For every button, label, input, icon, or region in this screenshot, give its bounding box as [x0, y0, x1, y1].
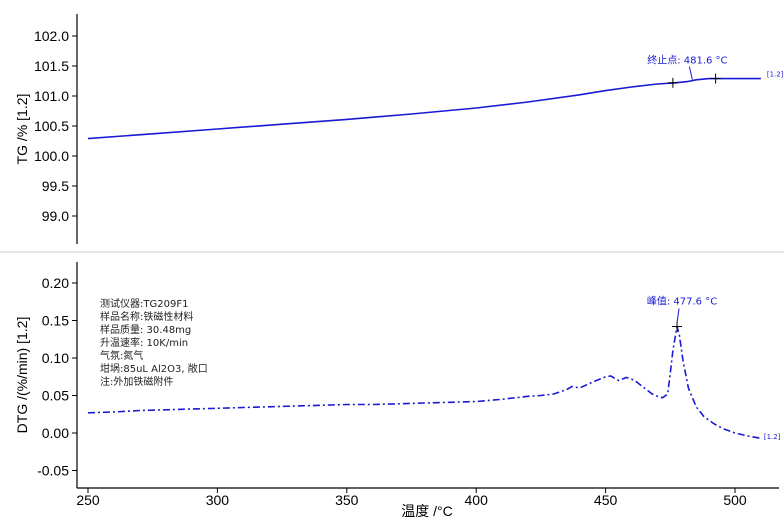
dtg-curve — [87, 326, 762, 440]
tg-y-axis-title: TG /% [1.2] — [14, 94, 30, 165]
tg-y-ticks: 102.0 101.5 101.0 100.5 100.0 99.5 99.0 — [34, 28, 77, 224]
tg-panel: 102.0 101.5 101.0 100.5 100.0 99.5 99.0 TG /% … — [14, 14, 784, 244]
dtg-panel: 0.20 0.15 0.10 0.05 0.00 -0.05 250 300 350 400 45… — [14, 262, 781, 519]
info-line-note: 注:外加铁磁附件 — [100, 375, 173, 388]
x-tick-label: 250 — [76, 492, 100, 508]
info-line-sample-mass: 样品质量: 30.48mg — [100, 323, 191, 336]
dtg-curve-label: [1.2] — [764, 433, 781, 441]
tg-markers — [667, 73, 721, 88]
tg-ytick-label: 99.0 — [42, 208, 69, 224]
dtg-peak-annotation: 峰值: 477.6 °C — [647, 295, 717, 308]
tg-endpoint-annotation: 终止点: 481.6 °C — [647, 54, 727, 67]
tg-ytick-label: 101.5 — [34, 58, 69, 74]
tg-curve — [87, 77, 761, 140]
dtg-ytick-label: 0.15 — [42, 313, 69, 329]
dtg-ytick-label: 0.05 — [42, 388, 69, 404]
tg-ytick-label: 99.5 — [42, 178, 69, 194]
info-line-crucible: 坩埚:85uL Al2O3, 敞口 — [100, 362, 208, 375]
dtg-y-axis-title: DTG /(%/min) [1.2] — [14, 317, 30, 434]
tg-ytick-label: 100.5 — [34, 118, 69, 134]
x-tick-label: 450 — [594, 492, 618, 508]
info-line-heating-rate: 升温速率: 10K/min — [100, 336, 188, 349]
dtg-ytick-label: 0.20 — [42, 275, 69, 291]
tg-ytick-label: 102.0 — [34, 28, 69, 44]
dtg-ytick-label: 0.00 — [42, 425, 69, 441]
x-ticks: 250 300 350 400 450 500 — [76, 488, 747, 508]
x-tick-label: 300 — [206, 492, 230, 508]
x-tick-label: 500 — [723, 492, 747, 508]
tg-ytick-label: 100.0 — [34, 148, 69, 164]
tg-annotation-leader — [688, 66, 693, 80]
dtg-ytick-label: 0.10 — [42, 350, 69, 366]
info-line-atmosphere: 气氛:氮气 — [100, 349, 143, 362]
x-tick-label: 350 — [335, 492, 359, 508]
dtg-annotation-leader — [676, 308, 680, 323]
x-axis-title: 温度 /°C — [401, 503, 453, 519]
tg-ytick-label: 101.0 — [34, 88, 69, 104]
dtg-ytick-label: -0.05 — [37, 463, 69, 479]
tg-curve-label: [1.2] — [767, 71, 784, 79]
info-line-instrument: 测试仪器:TG209F1 — [100, 297, 188, 310]
dtg-y-ticks: 0.20 0.15 0.10 0.05 0.00 -0.05 — [37, 275, 77, 479]
dtg-markers — [672, 321, 683, 332]
sample-info-block: 测试仪器:TG209F1 样品名称:铁磁性材料 样品质量: 30.48mg 升温… — [100, 297, 208, 388]
x-tick-label: 400 — [465, 492, 489, 508]
info-line-sample-name: 样品名称:铁磁性材料 — [100, 310, 193, 323]
